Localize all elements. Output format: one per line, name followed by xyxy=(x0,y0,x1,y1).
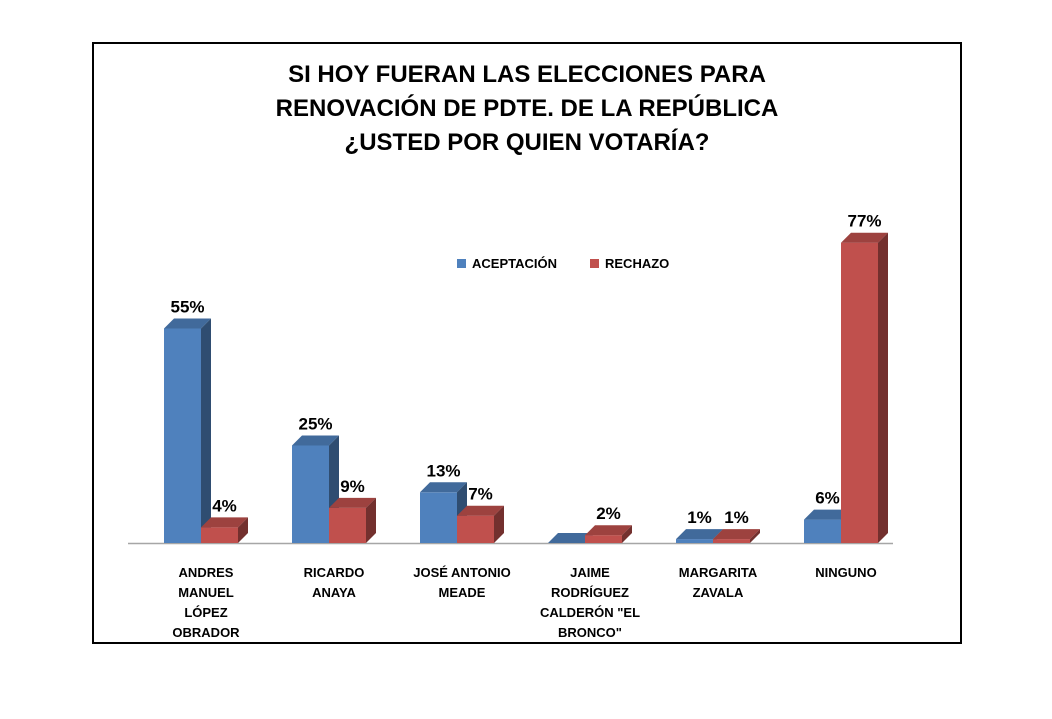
category-label-4: MARGARITA ZAVALA xyxy=(678,565,758,600)
bar-rechazo-1 xyxy=(329,497,376,543)
bar-top-rechazo-2 xyxy=(457,505,504,516)
bar-top-aceptacion-5 xyxy=(804,509,851,520)
bar-top-aceptacion-2 xyxy=(420,482,467,493)
bar-aceptacion-0 xyxy=(164,318,211,543)
bar-front-rechazo-2 xyxy=(457,515,494,543)
bar-top-aceptacion-4 xyxy=(676,529,723,540)
bar-front-aceptacion-5 xyxy=(804,519,841,543)
bar-front-aceptacion-2 xyxy=(420,492,457,543)
chart-title: SI HOY FUERAN LAS ELECCIONES PARA RENOVA… xyxy=(92,58,962,160)
bar-rechazo-5 xyxy=(841,232,888,543)
data-label-rechazo-2: 7% xyxy=(468,485,493,504)
data-label-aceptacion-5: 6% xyxy=(815,489,840,508)
bar-side-aceptacion-0 xyxy=(201,318,211,543)
bar-side-rechazo-2 xyxy=(494,505,504,543)
bar-rechazo-3 xyxy=(585,525,632,543)
bar-side-rechazo-5 xyxy=(878,232,888,543)
category-label-5: NINGUNO xyxy=(815,565,877,580)
bar-top-rechazo-0 xyxy=(201,517,248,528)
data-label-aceptacion-2: 13% xyxy=(426,461,460,480)
legend-label-aceptacion: ACEPTACIÓN xyxy=(472,256,557,271)
bar-aceptacion-1 xyxy=(292,435,339,543)
bar-top-aceptacion-0 xyxy=(164,318,211,329)
data-label-rechazo-0: 4% xyxy=(212,496,237,515)
data-label-aceptacion-4: 1% xyxy=(687,508,712,527)
bar-side-rechazo-3 xyxy=(622,525,632,543)
legend-swatch-aceptacion xyxy=(457,259,466,268)
bar-front-aceptacion-4 xyxy=(676,539,713,543)
category-label-0: ANDRES MANUEL LÓPEZ OBRADOR xyxy=(172,565,240,640)
category-label-2: JOSÉ ANTONIO MEADE xyxy=(413,565,511,600)
data-label-rechazo-5: 77% xyxy=(847,212,881,231)
title-line-2: RENOVACIÓN DE PDTE. DE LA REPÚBLICA xyxy=(275,95,779,122)
bar-side-rechazo-0 xyxy=(238,517,248,543)
data-label-aceptacion-0: 55% xyxy=(170,298,204,317)
bar-aceptacion-2 xyxy=(420,482,467,543)
bar-top-rechazo-1 xyxy=(329,497,376,508)
bar-front-rechazo-4 xyxy=(713,539,750,543)
title-line-1: SI HOY FUERAN LAS ELECCIONES PARA xyxy=(288,61,766,88)
bar-front-rechazo-3 xyxy=(585,535,622,543)
data-label-aceptacion-1: 25% xyxy=(298,415,332,434)
bar-front-rechazo-0 xyxy=(201,527,238,543)
category-label-3: JAIME RODRÍGUEZ CALDERÓN "EL BRONCO" xyxy=(539,565,641,640)
bar-front-rechazo-1 xyxy=(329,507,366,543)
bar-top-aceptacion-3 xyxy=(548,533,595,543)
legend-item-rechazo: RECHAZO xyxy=(590,256,669,271)
data-label-rechazo-4: 1% xyxy=(724,508,749,527)
legend-label-rechazo: RECHAZO xyxy=(605,256,670,271)
bar-side-rechazo-1 xyxy=(366,497,376,543)
bar-front-aceptacion-0 xyxy=(164,328,201,543)
bar-front-aceptacion-1 xyxy=(292,445,329,543)
legend-item-aceptacion: ACEPTACIÓN xyxy=(457,256,557,271)
bar-top-rechazo-5 xyxy=(841,232,888,243)
bar-top-rechazo-3 xyxy=(585,525,632,536)
data-label-rechazo-3: 2% xyxy=(596,504,621,523)
bar-top-aceptacion-1 xyxy=(292,435,339,446)
bar-front-rechazo-5 xyxy=(841,242,878,543)
data-label-rechazo-1: 9% xyxy=(340,477,365,496)
bar-rechazo-0 xyxy=(201,517,248,543)
bar-side-rechazo-4 xyxy=(750,529,760,543)
bar-aceptacion-3 xyxy=(548,533,595,543)
bar-rechazo-2 xyxy=(457,505,504,543)
chart-frame xyxy=(92,42,962,644)
bar-top-rechazo-4 xyxy=(713,529,760,540)
legend-swatch-rechazo xyxy=(590,259,599,268)
bar-rechazo-4 xyxy=(713,529,760,543)
title-line-3: ¿USTED POR QUIEN VOTARÍA? xyxy=(344,129,710,156)
category-label-1: RICARDO ANAYA xyxy=(303,565,365,600)
